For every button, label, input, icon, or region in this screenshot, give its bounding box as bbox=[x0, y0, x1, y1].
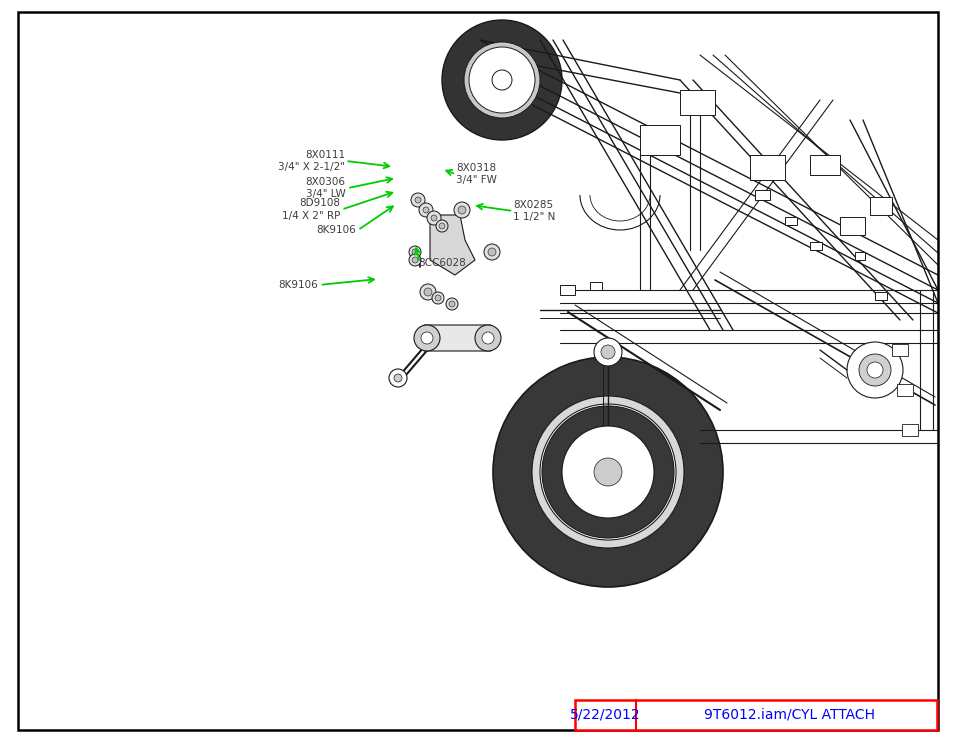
Bar bbox=[896, 384, 912, 396]
Circle shape bbox=[441, 20, 561, 140]
Bar bbox=[575, 700, 936, 730]
Circle shape bbox=[409, 254, 420, 266]
Circle shape bbox=[412, 257, 417, 263]
Circle shape bbox=[539, 404, 676, 540]
Circle shape bbox=[454, 202, 470, 218]
Circle shape bbox=[414, 325, 439, 351]
Circle shape bbox=[411, 193, 424, 207]
Bar bbox=[754, 190, 769, 200]
Text: 8X0285
1 1/2" N: 8X0285 1 1/2" N bbox=[513, 200, 555, 222]
Text: 8K9106: 8K9106 bbox=[277, 280, 317, 290]
Text: 8D9108
1/4 X 2" RP: 8D9108 1/4 X 2" RP bbox=[282, 199, 340, 221]
Bar bbox=[901, 424, 917, 436]
Circle shape bbox=[594, 458, 621, 486]
Circle shape bbox=[422, 207, 429, 213]
Circle shape bbox=[488, 248, 496, 256]
Circle shape bbox=[846, 342, 902, 398]
Circle shape bbox=[541, 406, 673, 538]
Circle shape bbox=[427, 211, 440, 225]
Text: 8X0318
3/4" FW: 8X0318 3/4" FW bbox=[456, 163, 497, 185]
Circle shape bbox=[446, 298, 457, 310]
Bar bbox=[559, 285, 575, 295]
Bar bbox=[639, 125, 679, 155]
Circle shape bbox=[409, 246, 420, 258]
Circle shape bbox=[389, 369, 407, 387]
Circle shape bbox=[492, 70, 512, 90]
Circle shape bbox=[415, 197, 420, 203]
Circle shape bbox=[594, 338, 621, 366]
Bar bbox=[749, 155, 784, 180]
Circle shape bbox=[483, 244, 499, 260]
Circle shape bbox=[532, 396, 683, 548]
Circle shape bbox=[418, 203, 433, 217]
Text: 8X0111
3/4" X 2-1/2": 8X0111 3/4" X 2-1/2" bbox=[278, 150, 345, 172]
Circle shape bbox=[858, 354, 890, 386]
Circle shape bbox=[481, 332, 494, 344]
Circle shape bbox=[436, 220, 448, 232]
Text: 9T6012.iam/CYL ATTACH: 9T6012.iam/CYL ATTACH bbox=[703, 708, 875, 722]
Circle shape bbox=[457, 206, 465, 214]
Circle shape bbox=[423, 288, 432, 296]
Text: 5/22/2012: 5/22/2012 bbox=[569, 708, 639, 722]
Text: 8K9106: 8K9106 bbox=[315, 225, 355, 235]
Circle shape bbox=[419, 284, 436, 300]
Bar bbox=[840, 217, 864, 235]
Circle shape bbox=[600, 345, 615, 359]
Circle shape bbox=[394, 374, 401, 382]
Circle shape bbox=[493, 357, 722, 587]
Bar bbox=[784, 217, 796, 225]
Polygon shape bbox=[430, 215, 475, 275]
Circle shape bbox=[469, 47, 535, 113]
FancyBboxPatch shape bbox=[422, 325, 492, 351]
Circle shape bbox=[438, 223, 444, 229]
Bar bbox=[679, 90, 714, 115]
Text: 8X0306
3/4" LW: 8X0306 3/4" LW bbox=[305, 177, 345, 199]
Bar bbox=[809, 155, 840, 175]
Bar bbox=[809, 242, 821, 250]
Text: 8CC6028: 8CC6028 bbox=[417, 258, 465, 268]
Circle shape bbox=[866, 362, 882, 378]
Circle shape bbox=[475, 325, 500, 351]
Circle shape bbox=[431, 215, 436, 221]
Bar bbox=[891, 344, 907, 356]
Circle shape bbox=[412, 249, 417, 255]
Circle shape bbox=[420, 332, 433, 344]
Bar bbox=[589, 282, 601, 290]
Circle shape bbox=[587, 452, 627, 492]
Circle shape bbox=[561, 426, 654, 518]
Bar bbox=[854, 252, 864, 260]
Bar bbox=[869, 197, 891, 215]
Circle shape bbox=[435, 295, 440, 301]
Bar bbox=[874, 292, 886, 300]
Circle shape bbox=[449, 301, 455, 307]
Circle shape bbox=[432, 292, 443, 304]
Circle shape bbox=[463, 42, 539, 118]
